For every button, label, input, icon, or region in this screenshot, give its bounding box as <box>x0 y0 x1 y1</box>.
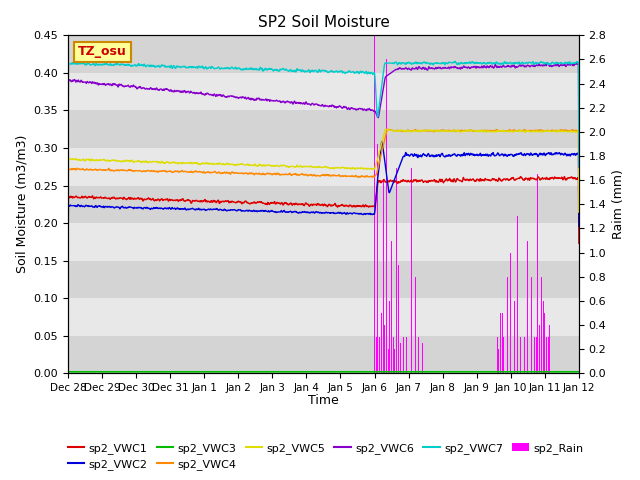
Bar <box>500 313 501 373</box>
Bar <box>531 277 532 373</box>
Bar <box>549 325 550 373</box>
Bar <box>514 301 515 373</box>
Bar <box>396 168 397 373</box>
Bar <box>391 240 392 373</box>
Bar <box>536 337 537 373</box>
Bar <box>544 313 545 373</box>
Bar <box>68 36 579 73</box>
Bar <box>384 325 385 373</box>
Bar <box>524 337 525 373</box>
Bar <box>68 336 579 373</box>
Bar <box>68 261 579 298</box>
Bar <box>386 60 387 373</box>
Bar <box>412 168 413 373</box>
Bar <box>406 337 408 373</box>
Bar <box>520 337 522 373</box>
Bar <box>541 277 542 373</box>
X-axis label: Time: Time <box>308 395 339 408</box>
Bar <box>68 223 579 261</box>
Bar <box>389 301 390 373</box>
Bar <box>403 337 404 373</box>
Bar <box>546 337 547 373</box>
Bar <box>517 216 518 373</box>
Bar <box>381 313 382 373</box>
Bar <box>502 313 503 373</box>
Bar <box>539 325 540 373</box>
Bar <box>497 337 498 373</box>
Legend: sp2_VWC1, sp2_VWC2, sp2_VWC3, sp2_VWC4, sp2_VWC5, sp2_VWC6, sp2_VWC7, sp2_Rain: sp2_VWC1, sp2_VWC2, sp2_VWC3, sp2_VWC4, … <box>63 438 588 474</box>
Bar <box>68 110 579 148</box>
Bar <box>398 264 399 373</box>
Bar <box>68 148 579 186</box>
Bar <box>393 337 394 373</box>
Bar <box>379 337 380 373</box>
Bar <box>374 36 375 373</box>
Title: SP2 Soil Moisture: SP2 Soil Moisture <box>257 15 389 30</box>
Bar <box>507 277 508 373</box>
Bar <box>527 240 528 373</box>
Y-axis label: Raim (mm): Raim (mm) <box>612 169 625 239</box>
Text: TZ_osu: TZ_osu <box>78 46 127 59</box>
Bar <box>399 343 401 373</box>
Bar <box>510 252 511 373</box>
Bar <box>68 186 579 223</box>
Bar <box>376 337 377 373</box>
Bar <box>68 298 579 336</box>
Bar <box>68 73 579 110</box>
Bar <box>534 337 535 373</box>
Bar <box>415 277 416 373</box>
Bar <box>394 349 396 373</box>
Y-axis label: Soil Moisture (m3/m3): Soil Moisture (m3/m3) <box>15 135 28 274</box>
